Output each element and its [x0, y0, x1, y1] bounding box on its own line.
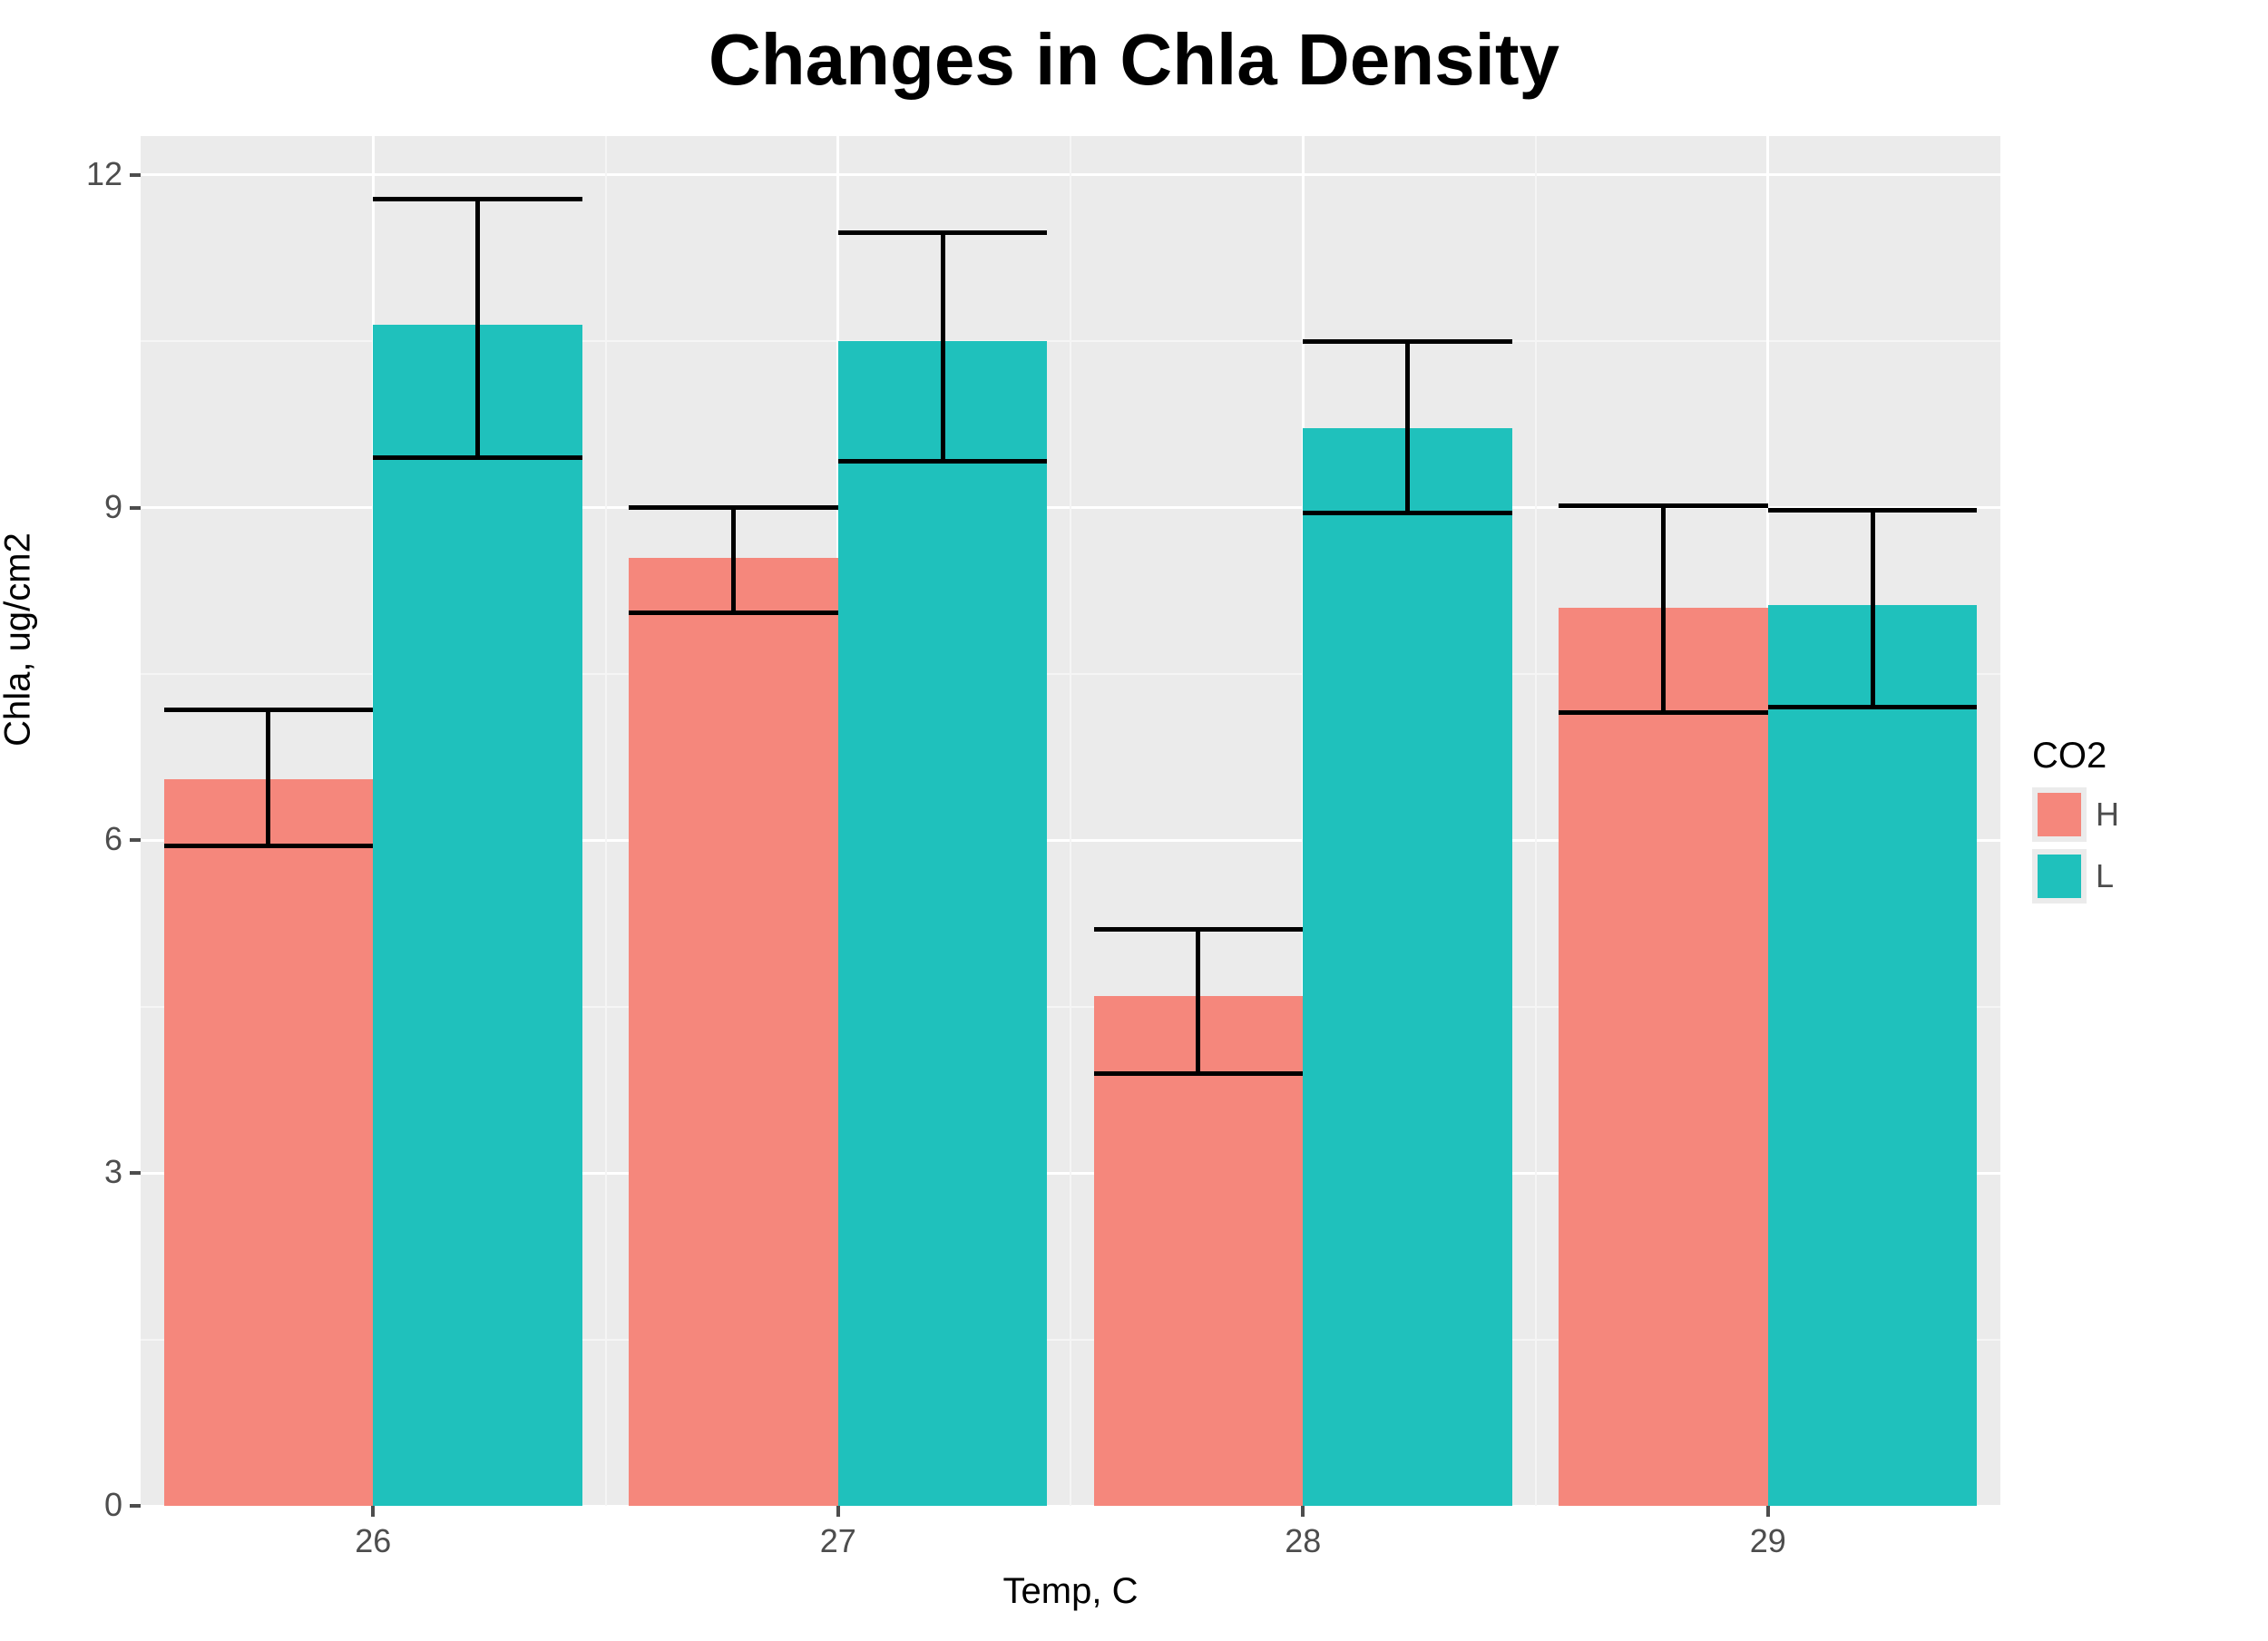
x-gridline-minor: [1535, 136, 1537, 1506]
y-tick-label: 12: [86, 155, 122, 193]
legend-label: H: [2096, 796, 2119, 834]
errorbar-whisker-bottom: [1559, 710, 1768, 715]
x-tick: [836, 1506, 840, 1517]
legend-swatch-icon: [2038, 793, 2081, 836]
errorbar-whisker-top: [1303, 339, 1512, 344]
legend: CO2 HL: [2032, 736, 2119, 911]
x-gridline-minor: [605, 136, 607, 1506]
errorbar-whisker-bottom: [164, 844, 374, 848]
errorbar-whisker-top: [629, 505, 838, 510]
errorbar-whisker-bottom: [629, 610, 838, 615]
x-tick: [1766, 1506, 1770, 1517]
errorbar-whisker-bottom: [1094, 1071, 1304, 1076]
legend-item-L: L: [2032, 849, 2119, 904]
errorbar-stem: [1405, 341, 1410, 513]
errorbar-whisker-top: [1768, 508, 1978, 513]
figure: Changes in Chla Density Chla, ug/cm2 Tem…: [0, 0, 2268, 1641]
y-tick-label: 9: [104, 488, 122, 526]
errorbar-whisker-top: [373, 197, 582, 201]
legend-key: [2032, 849, 2087, 904]
legend-item-H: H: [2032, 787, 2119, 842]
bar-L: [1768, 605, 1978, 1506]
y-tick-label: 6: [104, 820, 122, 858]
x-tick-label: 27: [793, 1522, 884, 1560]
x-tick: [371, 1506, 375, 1517]
bar-H: [629, 558, 838, 1506]
errorbar-whisker-top: [1094, 927, 1304, 932]
errorbar-whisker-top: [838, 230, 1048, 235]
bar-L: [373, 325, 582, 1506]
y-tick-label: 0: [104, 1486, 122, 1524]
errorbar-stem: [731, 508, 736, 613]
legend-title: CO2: [2032, 736, 2119, 777]
errorbar-stem: [1871, 510, 1875, 708]
x-tick-label: 28: [1257, 1522, 1348, 1560]
x-tick-label: 29: [1723, 1522, 1813, 1560]
errorbar-stem: [941, 232, 945, 461]
bar-L: [838, 341, 1048, 1506]
y-tick: [130, 1504, 141, 1508]
errorbar-stem: [475, 200, 480, 458]
chart-title: Changes in Chla Density: [0, 18, 2268, 102]
legend-swatch-icon: [2038, 855, 2081, 898]
x-gridline-minor: [1070, 136, 1071, 1506]
legend-key: [2032, 787, 2087, 842]
legend-label: L: [2096, 857, 2114, 895]
errorbar-whisker-bottom: [373, 455, 582, 460]
errorbar-whisker-bottom: [1303, 511, 1512, 515]
y-tick: [130, 173, 141, 177]
x-axis-label: Temp, C: [141, 1571, 2000, 1612]
plot-panel: [141, 136, 2000, 1506]
errorbar-whisker-bottom: [1768, 705, 1978, 709]
errorbar-stem: [1196, 929, 1200, 1073]
y-tick: [130, 1171, 141, 1175]
errorbar-stem: [266, 709, 270, 845]
x-tick-label: 26: [327, 1522, 418, 1560]
y-axis-label: Chla, ug/cm2: [0, 458, 39, 821]
bar-H: [164, 779, 374, 1506]
errorbar-whisker-bottom: [838, 459, 1048, 464]
bar-H: [1559, 608, 1768, 1506]
y-tick: [130, 838, 141, 842]
y-tick-label: 3: [104, 1153, 122, 1191]
errorbar-whisker-top: [164, 708, 374, 712]
errorbar-stem: [1661, 505, 1666, 713]
bar-L: [1303, 428, 1512, 1506]
y-tick: [130, 506, 141, 510]
errorbar-whisker-top: [1559, 503, 1768, 508]
x-tick: [1301, 1506, 1305, 1517]
